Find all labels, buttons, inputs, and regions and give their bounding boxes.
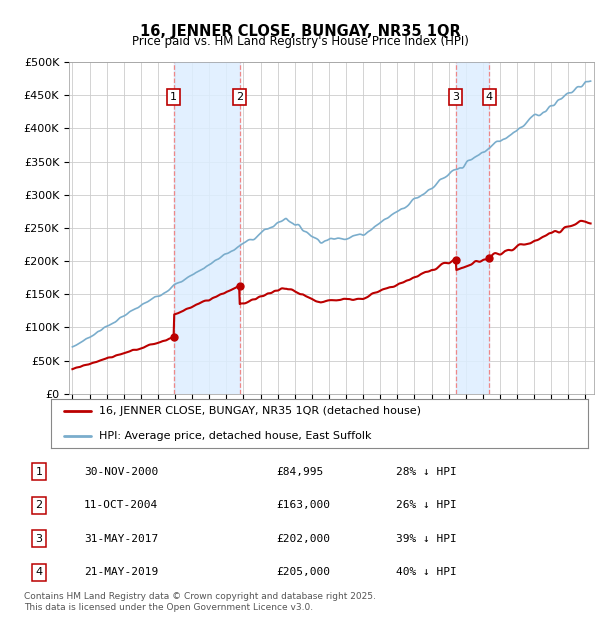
Text: 40% ↓ HPI: 40% ↓ HPI bbox=[396, 567, 457, 577]
Text: 4: 4 bbox=[486, 92, 493, 102]
Text: 30-NOV-2000: 30-NOV-2000 bbox=[84, 467, 158, 477]
Bar bbox=[456, 62, 490, 394]
Text: 11-OCT-2004: 11-OCT-2004 bbox=[84, 500, 158, 510]
Text: 16, JENNER CLOSE, BUNGAY, NR35 1QR (detached house): 16, JENNER CLOSE, BUNGAY, NR35 1QR (deta… bbox=[100, 406, 421, 417]
Text: 1: 1 bbox=[170, 92, 177, 102]
Text: 39% ↓ HPI: 39% ↓ HPI bbox=[396, 534, 457, 544]
Text: 3: 3 bbox=[35, 534, 43, 544]
Text: 4: 4 bbox=[35, 567, 43, 577]
Text: 3: 3 bbox=[452, 92, 460, 102]
Text: 26% ↓ HPI: 26% ↓ HPI bbox=[396, 500, 457, 510]
Text: 2: 2 bbox=[236, 92, 243, 102]
Text: £205,000: £205,000 bbox=[276, 567, 330, 577]
Text: 16, JENNER CLOSE, BUNGAY, NR35 1QR: 16, JENNER CLOSE, BUNGAY, NR35 1QR bbox=[140, 24, 460, 38]
Text: £202,000: £202,000 bbox=[276, 534, 330, 544]
Text: 31-MAY-2017: 31-MAY-2017 bbox=[84, 534, 158, 544]
Text: 2: 2 bbox=[35, 500, 43, 510]
Bar bbox=[173, 62, 239, 394]
Text: 21-MAY-2019: 21-MAY-2019 bbox=[84, 567, 158, 577]
Text: £163,000: £163,000 bbox=[276, 500, 330, 510]
Text: 28% ↓ HPI: 28% ↓ HPI bbox=[396, 467, 457, 477]
Text: Price paid vs. HM Land Registry's House Price Index (HPI): Price paid vs. HM Land Registry's House … bbox=[131, 35, 469, 48]
Text: £84,995: £84,995 bbox=[276, 467, 323, 477]
Text: 1: 1 bbox=[35, 467, 43, 477]
Text: Contains HM Land Registry data © Crown copyright and database right 2025.
This d: Contains HM Land Registry data © Crown c… bbox=[24, 592, 376, 611]
Text: HPI: Average price, detached house, East Suffolk: HPI: Average price, detached house, East… bbox=[100, 430, 372, 441]
